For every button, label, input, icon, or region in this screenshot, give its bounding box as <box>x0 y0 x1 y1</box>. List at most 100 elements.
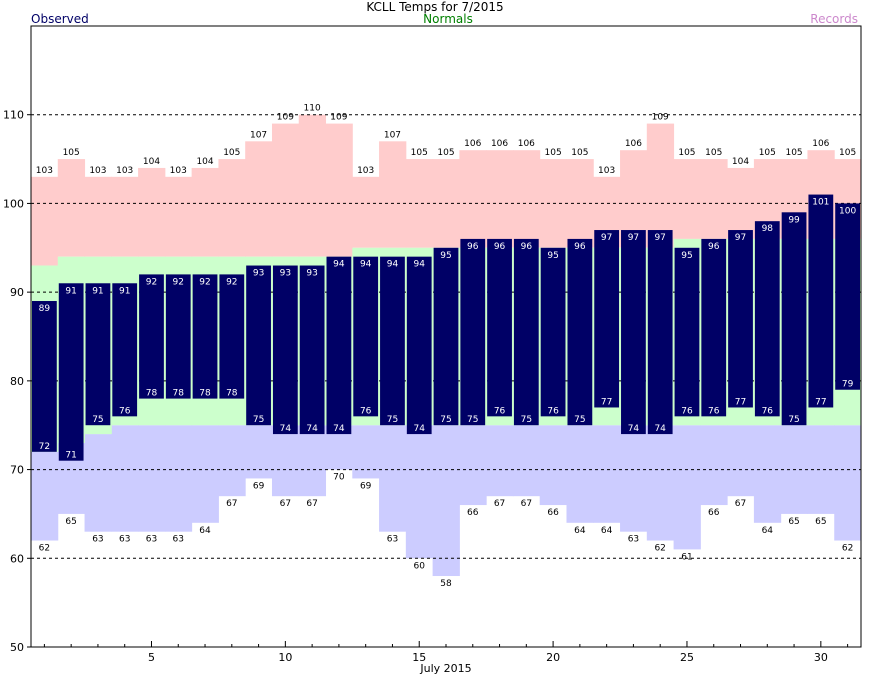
record-high-label: 103 <box>598 166 615 176</box>
observed-bar <box>139 274 164 399</box>
observed-high-label: 96 <box>521 242 533 252</box>
record-high-band <box>352 176 380 248</box>
x-tick-label: 15 <box>412 651 426 664</box>
record-low-band <box>459 425 487 506</box>
record-low-label: 62 <box>842 544 853 554</box>
record-low-label: 64 <box>601 526 613 536</box>
record-low-band <box>138 425 166 532</box>
observed-low-label: 72 <box>39 442 50 452</box>
observed-high-label: 93 <box>253 269 264 279</box>
observed-bar <box>85 283 111 426</box>
record-low-label: 67 <box>735 499 746 509</box>
record-high-label: 105 <box>63 148 80 158</box>
record-low-band <box>379 425 407 532</box>
record-low-band <box>700 425 728 506</box>
observed-high-label: 96 <box>494 242 506 252</box>
record-low-label: 63 <box>146 535 157 545</box>
record-low-label: 66 <box>708 508 720 518</box>
record-high-label: 104 <box>143 157 160 167</box>
observed-low-label: 75 <box>788 415 799 425</box>
record-low-band <box>271 425 300 497</box>
record-high-label: 103 <box>36 166 53 176</box>
observed-bar <box>513 238 539 426</box>
observed-low-label: 71 <box>65 451 76 461</box>
record-high-band <box>271 123 300 257</box>
observed-bar <box>406 256 432 435</box>
data-labels: 89 72 103 62 91 71 105 65 91 75 103 63 91 76 103 63 92 78… <box>36 104 857 589</box>
record-bands <box>31 114 862 577</box>
record-high-band <box>164 176 193 257</box>
observed-high-label: 100 <box>839 206 856 216</box>
record-low-label: 67 <box>306 499 317 509</box>
observed-high-label: 95 <box>681 251 692 261</box>
x-tick-label: 10 <box>278 651 292 664</box>
observed-high-label: 95 <box>547 251 558 261</box>
record-high-band <box>673 159 701 239</box>
record-high-label: 109 <box>652 113 669 123</box>
observed-low-label: 75 <box>440 415 451 425</box>
observed-high-label: 94 <box>387 260 399 270</box>
observed-bar <box>353 256 379 417</box>
record-low-label: 62 <box>654 544 665 554</box>
observed-bar <box>192 274 218 399</box>
record-high-band <box>218 159 246 257</box>
record-low-label: 63 <box>628 535 639 545</box>
observed-high-label: 96 <box>708 242 720 252</box>
observed-high-label: 96 <box>574 242 586 252</box>
observed-high-label: 94 <box>333 260 345 270</box>
record-low-band <box>646 425 675 541</box>
record-low-band <box>834 425 862 541</box>
observed-high-label: 93 <box>280 269 291 279</box>
observed-low-label: 78 <box>226 389 238 399</box>
observed-high-label: 91 <box>119 286 130 296</box>
observed-high-label: 99 <box>788 215 800 225</box>
x-tick-label: 25 <box>680 651 694 664</box>
observed-bar <box>594 230 620 408</box>
observed-bar <box>58 283 84 461</box>
record-low-band <box>753 425 782 523</box>
record-low-label: 65 <box>65 517 76 527</box>
record-low-label: 63 <box>387 535 398 545</box>
observed-low-label: 76 <box>708 406 720 416</box>
record-high-band <box>191 167 219 257</box>
record-low-band <box>298 425 327 497</box>
record-high-band <box>486 150 514 248</box>
y-tick-label: 60 <box>10 552 24 565</box>
observed-high-label: 101 <box>812 198 829 208</box>
record-high-band <box>512 150 541 248</box>
observed-bar <box>835 203 860 390</box>
record-low-label: 63 <box>92 535 103 545</box>
record-high-label: 105 <box>545 148 562 158</box>
record-high-label: 103 <box>116 166 133 176</box>
record-low-band <box>84 434 112 532</box>
observed-low-label: 75 <box>387 415 398 425</box>
observed-low-label: 76 <box>360 406 372 416</box>
record-high-label: 105 <box>705 148 722 158</box>
record-high-label: 104 <box>196 157 213 167</box>
observed-bar <box>540 247 566 417</box>
record-high-label: 105 <box>571 148 588 158</box>
record-high-label: 109 <box>330 113 347 123</box>
record-low-label: 65 <box>788 517 799 527</box>
record-high-band <box>245 141 273 257</box>
record-high-label: 107 <box>384 130 401 140</box>
record-high-label: 106 <box>812 139 829 149</box>
record-high-band <box>459 150 487 248</box>
observed-high-label: 91 <box>65 286 76 296</box>
observed-bar <box>754 221 780 417</box>
observed-low-label: 75 <box>467 415 478 425</box>
record-high-band <box>84 176 112 257</box>
record-low-label: 67 <box>521 499 532 509</box>
record-low-label: 65 <box>815 517 826 527</box>
observed-low-label: 75 <box>574 415 585 425</box>
record-high-band <box>325 123 353 257</box>
observed-low-label: 78 <box>146 389 158 399</box>
chart-title: KCLL Temps for 7/2015 <box>366 0 504 14</box>
legend-observed: Observed <box>31 12 89 26</box>
record-high-band <box>57 159 86 257</box>
observed-high-label: 94 <box>360 260 372 270</box>
observed-low-label: 78 <box>173 389 185 399</box>
observed-high-label: 97 <box>735 233 746 243</box>
observed-high-label: 97 <box>628 233 639 243</box>
